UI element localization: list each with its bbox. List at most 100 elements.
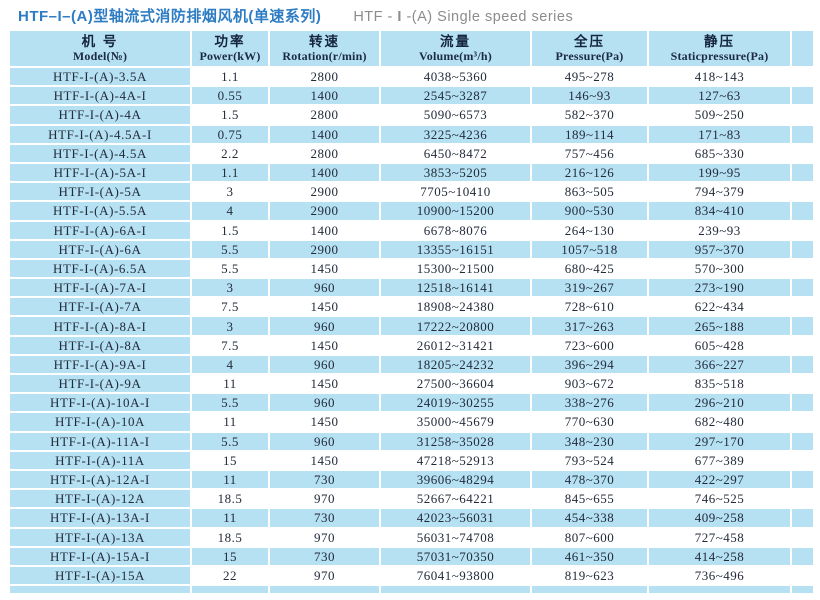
cell-volume: 6678~8076 [381,221,530,239]
cell-pressure: 396~294 [532,355,647,373]
table-row: HTF-I-(A)-3.5A 1.1 2800 4038~5360 495~278 418… [10,68,813,86]
partial-cell [10,586,190,594]
cell-rotation: 1400 [270,87,379,105]
cell-static_pressure: 509~250 [649,106,790,124]
partial-bottom-row [10,586,813,594]
cell-static_pressure: 605~428 [649,336,790,354]
cell-model: HTF-I-(A)-4A-I [10,87,190,105]
header-volume: 流量 Volume(m³/h) [381,31,530,66]
cell-pressure: 189~114 [532,125,647,143]
cell-model: HTF-I-(A)-6.5A [10,259,190,278]
row-pad-cell [792,87,813,105]
cell-static_pressure: 296~210 [649,394,790,412]
header-pressure-en: Pressure(Pa) [555,49,624,63]
cell-model: HTF-I-(A)-5.5A [10,202,190,220]
table-row: HTF-I-(A)-9A 11 1450 27500~36604 903~672 835~… [10,375,813,393]
cell-static_pressure: 622~434 [649,298,790,316]
cell-model: HTF-I-(A)-13A-I [10,509,190,527]
cell-rotation: 970 [270,490,379,508]
table-row: HTF-I-(A)-12A 18.5 970 52667~64221 845~655 74… [10,490,813,508]
header-rotation: 转速 Rotation(r/min) [270,31,379,66]
table-row: HTF-I-(A)-15A-I 15 730 57031~70350 461~350 41… [10,547,813,565]
cell-pressure: 900~530 [532,202,647,220]
cell-rotation: 970 [270,528,379,546]
header-static-pressure: 静压 Staticpressure(Pa) [649,31,790,66]
cell-power: 18.5 [192,528,268,546]
cell-volume: 2545~3287 [381,87,530,105]
row-pad-cell [792,413,813,431]
cell-rotation: 1450 [270,336,379,354]
row-pad-cell [792,125,813,143]
cell-volume: 18205~24232 [381,355,530,373]
row-pad-cell [792,221,813,239]
page-title-en-series: I [397,9,402,25]
row-pad-cell [792,240,813,258]
partial-cell [792,586,813,594]
row-pad-cell [792,394,813,412]
cell-power: 5.5 [192,394,268,412]
cell-pressure: 319~267 [532,279,647,297]
cell-pressure: 146~93 [532,87,647,105]
cell-volume: 26012~31421 [381,336,530,354]
cell-pressure: 461~350 [532,547,647,565]
cell-rotation: 1450 [270,413,379,431]
row-pad-cell [792,163,813,182]
table-row: HTF-I-(A)-12A-I 11 730 39606~48294 478~370 42… [10,470,813,489]
partial-cell [649,586,790,594]
table-row: HTF-I-(A)-11A 15 1450 47218~52913 793~524 677… [10,451,813,469]
cell-volume: 6450~8472 [381,144,530,162]
cell-static_pressure: 685~330 [649,144,790,162]
cell-model: HTF-I-(A)-4.5A [10,144,190,162]
cell-power: 5.5 [192,240,268,258]
cell-rotation: 2900 [270,240,379,258]
cell-rotation: 960 [270,394,379,412]
table-row: HTF-I-(A)-5A-I 1.1 1400 3853~5205 216~126 199… [10,163,813,182]
cell-model: HTF-I-(A)-5A [10,183,190,201]
cell-static_pressure: 414~258 [649,547,790,565]
table-row: HTF-I-(A)-9A-I 4 960 18205~24232 396~294 366~… [10,355,813,373]
cell-volume: 18908~24380 [381,298,530,316]
cell-power: 7.5 [192,298,268,316]
row-pad-cell [792,490,813,508]
header-rotation-en: Rotation(r/min) [282,49,367,63]
table-body: HTF-I-(A)-3.5A 1.1 2800 4038~5360 495~278 418… [10,68,813,594]
row-pad-cell [792,144,813,162]
row-pad-cell [792,336,813,354]
cell-static_pressure: 746~525 [649,490,790,508]
partial-cell [270,586,379,594]
page-title-en: HTF - I -(A) Single speed series [353,9,573,25]
cell-static_pressure: 273~190 [649,279,790,297]
cell-model: HTF-I-(A)-15A [10,566,190,585]
cell-power: 0.75 [192,125,268,143]
table-header: 机 号 Model(№) 功率 Power(kW) 转速 Rotation(r/… [10,31,813,66]
header-pressure-zh: 全压 [574,34,605,49]
cell-rotation: 1400 [270,163,379,182]
table-row: HTF-I-(A)-4A 1.5 2800 5090~6573 582~370 509~2… [10,106,813,124]
cell-rotation: 1400 [270,221,379,239]
cell-model: HTF-I-(A)-13A [10,528,190,546]
cell-rotation: 1450 [270,298,379,316]
header-row: 机 号 Model(№) 功率 Power(kW) 转速 Rotation(r/… [10,31,813,66]
cell-pressure: 728~610 [532,298,647,316]
cell-power: 11 [192,509,268,527]
cell-static_pressure: 422~297 [649,470,790,489]
cell-static_pressure: 199~95 [649,163,790,182]
cell-model: HTF-I-(A)-10A-I [10,394,190,412]
header-static-pressure-en: Staticpressure(Pa) [670,49,769,63]
cell-model: HTF-I-(A)-9A [10,375,190,393]
cell-model: HTF-I-(A)-11A [10,451,190,469]
table-row: HTF-I-(A)-11A-I 5.5 960 31258~35028 348~230 2… [10,432,813,450]
header-volume-zh: 流量 [440,34,471,49]
fan-spec-table: 机 号 Model(№) 功率 Power(kW) 转速 Rotation(r/… [8,29,815,595]
cell-volume: 39606~48294 [381,470,530,489]
cell-static_pressure: 570~300 [649,259,790,278]
cell-pressure: 863~505 [532,183,647,201]
cell-volume: 17222~20800 [381,317,530,335]
cell-pressure: 807~600 [532,528,647,546]
table-row: HTF-I-(A)-8A-I 3 960 17222~20800 317~263 265~… [10,317,813,335]
row-pad-cell [792,259,813,278]
cell-volume: 56031~74708 [381,528,530,546]
row-pad-cell [792,68,813,86]
row-pad-cell [792,509,813,527]
cell-model: HTF-I-(A)-6A-I [10,221,190,239]
